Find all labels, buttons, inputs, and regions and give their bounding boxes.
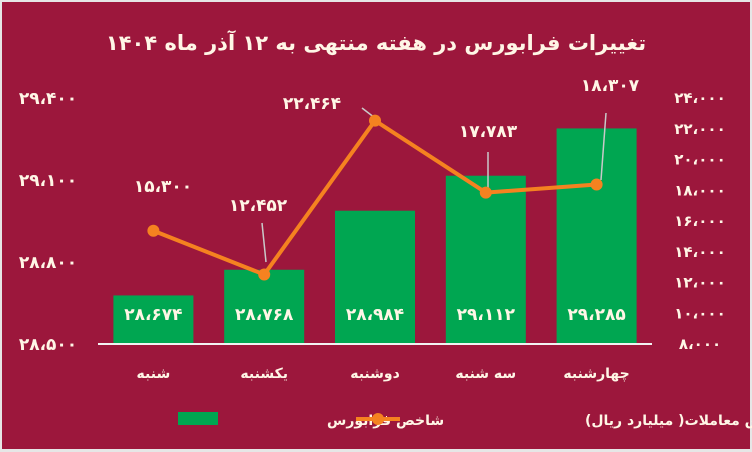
right-axis-tick-label: ۱۸،۰۰۰ [674,181,725,199]
right-axis-tick-label: ۲۲،۰۰۰ [674,120,725,138]
right-axis-tick-label: ۱۶،۰۰۰ [674,212,725,230]
x-axis-category-label: چهارشنبه [563,366,629,382]
bar [556,128,637,343]
chart-title: تغییرات فرابورس در هفته منتهی به ۱۲ آذر … [106,30,646,55]
line-point [147,224,160,237]
right-axis-tick-label: ۲۰،۰۰۰ [674,151,725,169]
x-axis-category-label: شنبه [137,366,171,382]
legend-line-label: ارزش معاملات( میلیارد ریال) [585,413,752,429]
x-axis-category-label: دوشنبه [350,366,400,382]
legend-bar-swatch [178,412,218,425]
bar [335,210,415,343]
right-axis-tick-label: ۱۴،۰۰۰ [674,243,725,261]
x-axis-category-label: سه شنبه [455,366,516,382]
line-value-label: ۱۸،۳۰۷ [581,76,640,96]
line-point [369,114,381,127]
line-value-label: ۱۵،۳۰۰ [134,177,192,197]
leader-line [261,222,267,263]
right-axis-tick-label: ۲۴،۰۰۰ [674,89,725,107]
bar [224,269,305,343]
bar-value-label: ۲۸،۷۶۸ [235,305,294,325]
right-axis-tick-label: ۱۲،۰۰۰ [674,274,725,292]
bar-value-label: ۲۸،۶۷۴ [124,305,182,325]
legend-line-marker [372,413,384,425]
left-axis-tick-label: ۲۹،۴۰۰ [19,89,77,109]
line-value-label: ۲۲،۴۶۴ [283,94,341,114]
x-axis-category-label: یکشنبه [240,366,288,382]
left-axis-tick-label: ۲۸،۸۰۰ [19,253,77,273]
line-point [590,178,603,191]
bar-value-label: ۲۹،۱۱۲ [457,305,516,325]
left-axis-tick-label: ۲۹،۱۰۰ [19,171,77,191]
bar [113,295,194,343]
bar-value-label: ۲۹،۲۸۵ [567,305,625,325]
left-axis-tick-label: ۲۸،۵۰۰ [19,335,77,355]
leader-line [600,112,607,181]
bar-value-label: ۲۸،۹۸۴ [346,305,404,325]
line-value-label: ۱۲،۴۵۲ [229,196,288,216]
line-point [479,186,492,199]
bar [445,175,526,343]
line-point [258,268,271,281]
right-axis-tick-label: ۸،۰۰۰ [679,335,721,353]
line-value-label: ۱۷،۷۸۳ [459,122,518,142]
right-axis-tick-label: ۱۰،۰۰۰ [674,304,725,322]
